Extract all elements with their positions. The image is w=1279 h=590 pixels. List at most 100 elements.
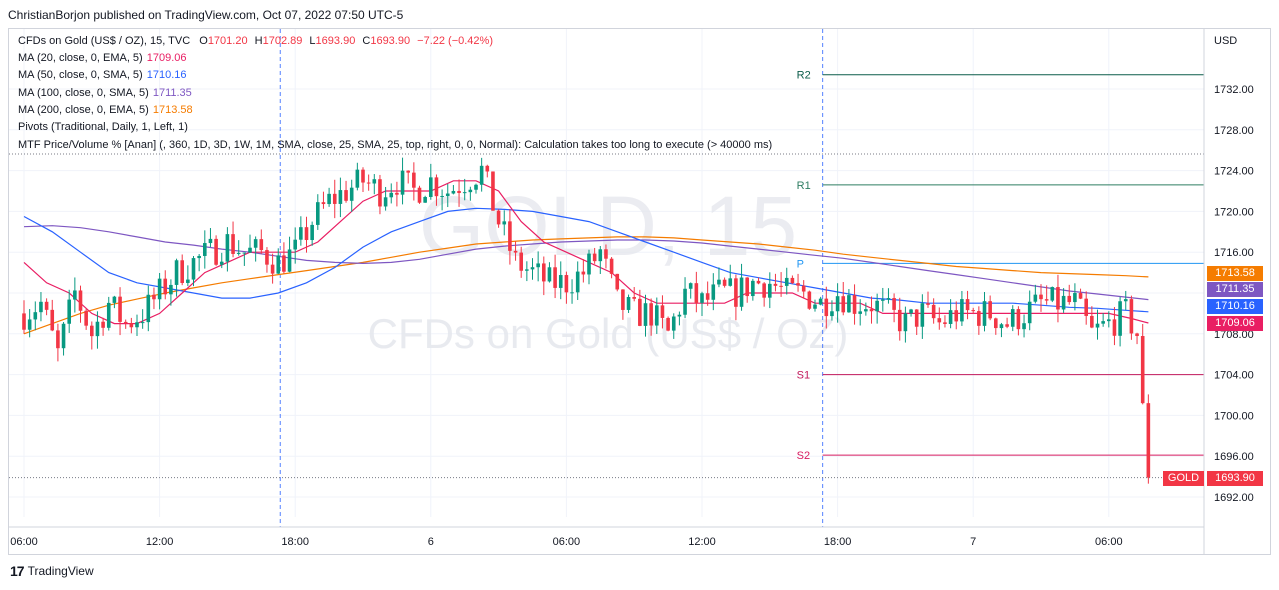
candle-body xyxy=(683,288,687,315)
change-value: −7.22 (−0.42%) xyxy=(417,35,493,47)
symbol-tag: GOLD xyxy=(1163,470,1204,486)
chart-frame[interactable] xyxy=(8,28,1271,555)
candle-body xyxy=(84,310,88,326)
candle-body xyxy=(214,238,218,265)
candle-body xyxy=(609,258,614,274)
open-label: O xyxy=(199,35,208,47)
candle-body xyxy=(530,267,535,270)
candle-body xyxy=(762,283,766,298)
candle-body xyxy=(400,170,405,195)
footer-brand[interactable]: 17 TradingView xyxy=(10,563,94,579)
indicator-row: MA (20, close, 0, EMA, 5) 1709.06 xyxy=(18,50,186,67)
candle-body xyxy=(536,263,540,268)
time-axis[interactable]: 06:00 12:00 18:00 6 06:00 12:00 18:00 7 06:00 xyxy=(9,526,1204,548)
candle-body xyxy=(999,324,1004,329)
candle-body xyxy=(592,253,597,262)
candle-body xyxy=(824,298,829,317)
candle-body xyxy=(491,171,495,211)
indicator-value: 1711.35 xyxy=(152,86,192,99)
candle-body xyxy=(739,277,744,307)
candle-body xyxy=(621,289,625,310)
candle-body xyxy=(101,321,105,328)
candle-body xyxy=(671,316,676,331)
x-tick-label: 06:00 xyxy=(1095,536,1123,548)
candle-body xyxy=(1135,333,1139,337)
y-tick-label: 1696.00 xyxy=(1214,451,1254,463)
candle-body xyxy=(931,304,936,319)
candle-body xyxy=(615,273,620,290)
x-tick-label: 18:00 xyxy=(281,536,309,548)
candle-body xyxy=(1118,301,1122,336)
candle-body xyxy=(33,312,38,320)
candle-body xyxy=(429,177,433,197)
candle-body xyxy=(801,285,806,292)
candle-body xyxy=(1073,293,1077,303)
candle-body xyxy=(152,294,156,300)
instrument-name: CFDs on Gold (US$ / OZ), 15, TVC xyxy=(18,35,191,47)
candle-body xyxy=(779,285,783,287)
candle-body xyxy=(118,296,122,322)
candle-body xyxy=(965,299,970,311)
candle-body xyxy=(756,280,761,284)
close-label: C xyxy=(362,35,371,47)
candle-body xyxy=(1101,321,1105,324)
tradingview-logo-icon: 17 xyxy=(10,563,25,579)
candle-body xyxy=(784,277,789,286)
candle-body xyxy=(598,249,603,262)
candle-body xyxy=(542,263,546,282)
publish-header: ChristianBorjon published on TradingView… xyxy=(0,0,1279,30)
indicator-row: MTF Price/Volume % [Anan] (, 360, 1D, 3D… xyxy=(18,137,772,154)
pivot-label-s1: S1 xyxy=(797,370,810,382)
candle-body xyxy=(129,323,134,328)
candle-body xyxy=(830,311,834,317)
price-axis[interactable]: 1692.001696.001700.001704.001708.001712.… xyxy=(1203,29,1254,555)
candle-body xyxy=(977,311,981,326)
pivot-label-r2: R2 xyxy=(797,70,811,82)
candle-body xyxy=(655,305,659,326)
grid-lines xyxy=(9,29,1204,517)
candle-body xyxy=(790,277,795,284)
candle-body xyxy=(666,317,670,331)
candle-body xyxy=(366,182,371,184)
x-tick-label: 06:00 xyxy=(10,536,38,548)
candle-body xyxy=(1010,309,1015,327)
candle-body xyxy=(372,179,377,184)
candle-body xyxy=(417,187,422,203)
open-value: 1701.20 xyxy=(207,35,248,47)
candle-body xyxy=(513,250,518,253)
ma50-price-tag: 1710.16 xyxy=(1207,299,1263,314)
candle-body xyxy=(378,179,382,207)
candle-body xyxy=(728,278,733,286)
candle-body xyxy=(344,190,348,201)
candle-body xyxy=(332,193,337,204)
candle-body xyxy=(50,309,55,331)
candle-body xyxy=(203,243,207,256)
candle-body xyxy=(847,295,851,313)
candle-body xyxy=(440,195,444,197)
x-tick-label: 6 xyxy=(428,536,434,548)
candle-body xyxy=(920,303,925,327)
candle-body xyxy=(468,189,473,193)
candle-body xyxy=(587,253,591,275)
candle-body xyxy=(90,325,94,337)
candle-body xyxy=(389,192,394,198)
candle-body xyxy=(982,301,987,326)
candle-body xyxy=(259,239,264,251)
candle-body xyxy=(643,303,648,326)
candle-body xyxy=(180,260,184,283)
candle-body xyxy=(768,283,772,298)
candle-body xyxy=(1067,295,1072,303)
candle-body xyxy=(638,298,642,326)
ma200-price-tag: 1713.58 xyxy=(1207,266,1263,281)
candle-body xyxy=(971,310,975,312)
candle-body xyxy=(1107,319,1111,322)
pivot-lines: R2 R1 P S1 S2 xyxy=(797,70,1204,462)
brand-name: TradingView xyxy=(27,564,94,578)
candle-body xyxy=(553,267,557,288)
candle-body xyxy=(479,165,484,185)
candle-body xyxy=(734,278,738,307)
candle-body xyxy=(570,292,574,294)
candle-body xyxy=(525,269,529,271)
x-tick-label: 18:00 xyxy=(824,536,852,548)
